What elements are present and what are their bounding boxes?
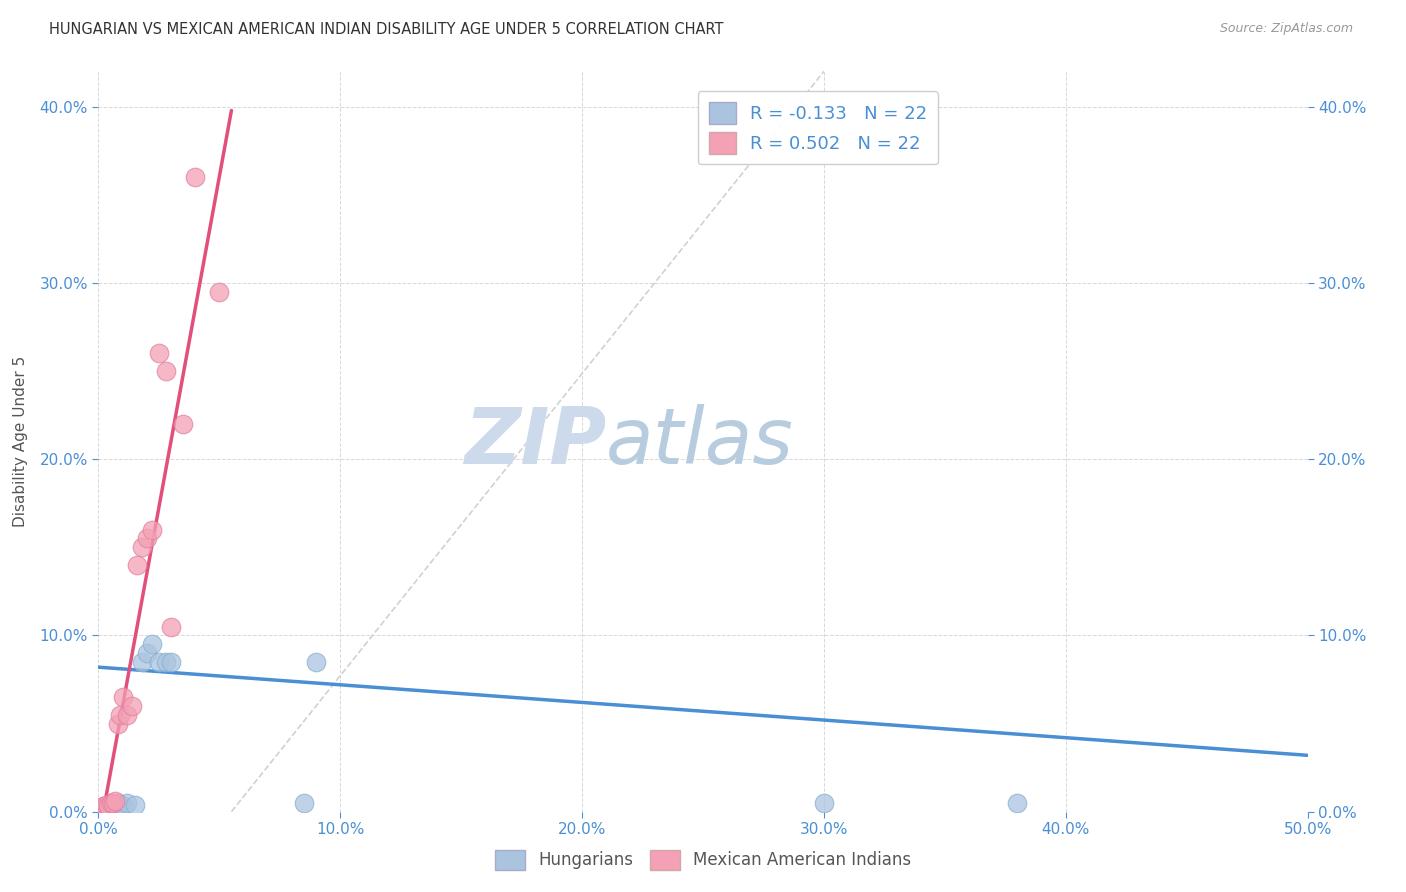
Point	[117, 796, 139, 810]
Point	[155, 655, 177, 669]
Text: atlas: atlas	[606, 403, 794, 480]
Point	[124, 797, 146, 812]
Point	[121, 698, 143, 713]
Point	[305, 655, 328, 669]
Point	[90, 801, 112, 815]
Legend: Hungarians, Mexican American Indians: Hungarians, Mexican American Indians	[488, 843, 918, 877]
Point	[91, 801, 114, 815]
Point	[155, 364, 177, 378]
Point	[117, 707, 139, 722]
Point	[101, 797, 124, 812]
Point	[141, 637, 163, 651]
Y-axis label: Disability Age Under 5: Disability Age Under 5	[14, 356, 28, 527]
Point	[184, 170, 207, 185]
Point	[100, 796, 122, 810]
Point	[97, 799, 120, 814]
Point	[107, 796, 129, 810]
Point	[90, 803, 112, 817]
Legend: R = -0.133   N = 22, R = 0.502   N = 22: R = -0.133 N = 22, R = 0.502 N = 22	[697, 92, 938, 164]
Point	[101, 796, 124, 810]
Text: HUNGARIAN VS MEXICAN AMERICAN INDIAN DISABILITY AGE UNDER 5 CORRELATION CHART: HUNGARIAN VS MEXICAN AMERICAN INDIAN DIS…	[49, 22, 724, 37]
Point	[292, 796, 315, 810]
Point	[97, 799, 120, 814]
Point	[111, 799, 134, 814]
Point	[160, 619, 183, 633]
Point	[127, 558, 149, 572]
Point	[813, 796, 835, 810]
Point	[107, 716, 129, 731]
Point	[135, 646, 157, 660]
Point	[141, 523, 163, 537]
Point	[160, 655, 183, 669]
Point	[131, 541, 153, 555]
Point	[131, 655, 153, 669]
Point	[172, 417, 194, 431]
Point	[135, 532, 157, 546]
Point	[108, 797, 131, 812]
Point	[148, 655, 170, 669]
Point	[94, 797, 117, 812]
Point	[104, 799, 127, 814]
Point	[111, 690, 134, 705]
Point	[1007, 796, 1029, 810]
Point	[108, 707, 131, 722]
Point	[91, 799, 114, 814]
Point	[148, 346, 170, 360]
Point	[208, 285, 231, 299]
Point	[94, 803, 117, 817]
Point	[100, 801, 122, 815]
Point	[104, 794, 127, 808]
Text: ZIP: ZIP	[464, 403, 606, 480]
Text: Source: ZipAtlas.com: Source: ZipAtlas.com	[1219, 22, 1353, 36]
